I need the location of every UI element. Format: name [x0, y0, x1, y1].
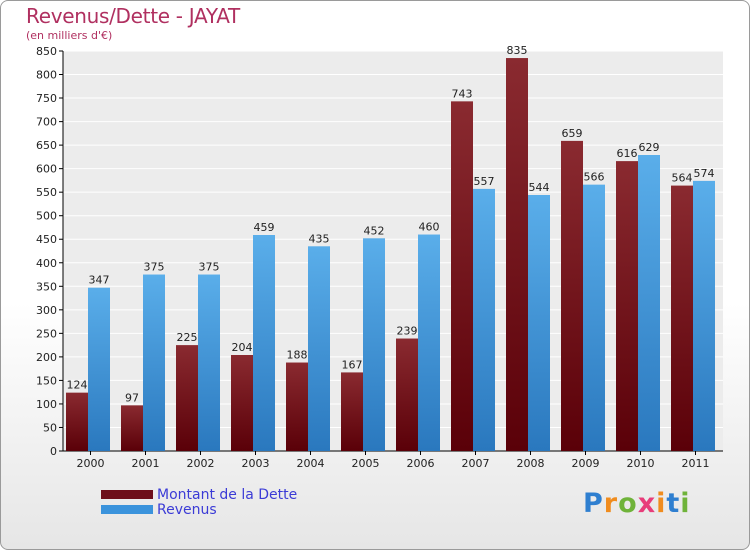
bar-revenus	[583, 184, 605, 451]
bar-revenus	[253, 235, 275, 451]
x-tick-label: 2003	[242, 457, 270, 470]
bar-revenus	[143, 274, 165, 451]
bar-dette	[561, 140, 583, 451]
logo-letter: i	[656, 488, 667, 519]
x-tick-label: 2001	[132, 457, 160, 470]
bar-revenus	[473, 188, 495, 451]
bar-dette	[396, 338, 418, 451]
plot-area	[63, 51, 723, 451]
y-tick-label: 700	[36, 116, 57, 129]
x-tick-label: 2006	[407, 457, 435, 470]
data-label-dette: 743	[452, 87, 473, 100]
data-label-revenus: 557	[474, 175, 495, 188]
y-tick-label: 300	[36, 304, 57, 317]
x-tick-label: 2011	[682, 457, 710, 470]
bar-dette	[121, 405, 143, 451]
x-tick-label: 2010	[627, 457, 655, 470]
legend-swatch-dette	[101, 490, 153, 499]
bar-dette	[66, 392, 88, 451]
legend-swatch-revenus	[101, 505, 153, 514]
bar-revenus	[198, 274, 220, 451]
chart-legend: Montant de la Dette Revenus	[101, 486, 298, 518]
data-label-revenus: 452	[364, 224, 385, 237]
logo-letter: r	[603, 488, 619, 519]
bar-dette	[286, 362, 308, 451]
y-tick-label: 150	[36, 374, 57, 387]
x-tick-label: 2007	[462, 457, 490, 470]
data-label-revenus: 459	[254, 221, 275, 234]
data-label-revenus: 574	[694, 167, 715, 180]
data-label-revenus: 629	[639, 141, 660, 154]
logo-letter: P	[583, 488, 604, 519]
bar-dette	[616, 161, 638, 451]
y-tick-label: 100	[36, 398, 57, 411]
x-tick-label: 2002	[187, 457, 215, 470]
data-label-dette: 124	[67, 379, 88, 392]
bar-revenus	[363, 238, 385, 451]
logo-letter: t	[666, 488, 681, 519]
y-tick-label: 400	[36, 257, 57, 270]
y-tick-label: 200	[36, 351, 57, 364]
data-label-revenus: 544	[529, 181, 550, 194]
data-label-dette: 564	[672, 172, 693, 185]
bar-revenus	[528, 195, 550, 451]
legend-label-dette: Montant de la Dette	[157, 486, 298, 503]
bar-dette	[451, 101, 473, 452]
bar-revenus	[693, 180, 715, 451]
y-tick-label: 550	[36, 186, 57, 199]
data-label-revenus: 375	[144, 261, 165, 274]
data-label-dette: 659	[562, 127, 583, 140]
data-label-dette: 616	[617, 147, 638, 160]
y-tick-label: 650	[36, 139, 57, 152]
data-label-revenus: 347	[89, 274, 110, 287]
y-tick-label: 0	[50, 445, 57, 458]
data-label-revenus: 375	[199, 261, 220, 274]
legend-item-revenus: Revenus	[101, 501, 297, 518]
data-label-revenus: 566	[584, 171, 605, 184]
data-label-dette: 167	[342, 358, 363, 371]
logo-letter: i	[680, 488, 691, 519]
y-tick-label: 500	[36, 210, 57, 223]
bar-dette	[341, 372, 363, 451]
x-tick-label: 2005	[352, 457, 380, 470]
y-tick-label: 800	[36, 69, 57, 82]
y-tick-label: 850	[36, 45, 57, 58]
y-tick-label: 50	[43, 421, 57, 434]
bar-dette	[231, 355, 253, 451]
bar-revenus	[308, 246, 330, 451]
legend-item-dette: Montant de la Dette	[101, 486, 298, 503]
data-label-dette: 239	[397, 325, 418, 338]
bar-revenus	[418, 234, 440, 451]
bar-dette	[506, 58, 528, 451]
logo-letter: x	[637, 488, 657, 519]
bar-revenus	[638, 155, 660, 451]
data-label-dette: 225	[177, 331, 198, 344]
logo-letter: o	[618, 488, 638, 519]
data-label-dette: 835	[507, 44, 528, 57]
proxiti-logo: Proxiti	[583, 488, 691, 519]
bar-dette	[671, 185, 693, 451]
x-tick-label: 2009	[572, 457, 600, 470]
data-label-revenus: 435	[309, 232, 330, 245]
y-tick-label: 750	[36, 92, 57, 105]
data-label-dette: 204	[232, 341, 253, 354]
bar-dette	[176, 345, 198, 451]
y-tick-label: 350	[36, 280, 57, 293]
y-tick-label: 450	[36, 233, 57, 246]
data-label-revenus: 460	[419, 221, 440, 234]
y-tick-label: 250	[36, 327, 57, 340]
data-label-dette: 188	[287, 349, 308, 362]
bar-revenus	[88, 287, 110, 451]
chart-title: Revenus/Dette - JAYAT	[26, 4, 240, 28]
y-tick-label: 600	[36, 163, 57, 176]
legend-label-revenus: Revenus	[157, 501, 217, 518]
data-label-dette: 97	[125, 391, 139, 404]
x-tick-label: 2008	[517, 457, 545, 470]
x-tick-label: 2000	[77, 457, 105, 470]
x-tick-label: 2004	[297, 457, 325, 470]
chart-subtitle: (en milliers d'€)	[26, 29, 113, 42]
